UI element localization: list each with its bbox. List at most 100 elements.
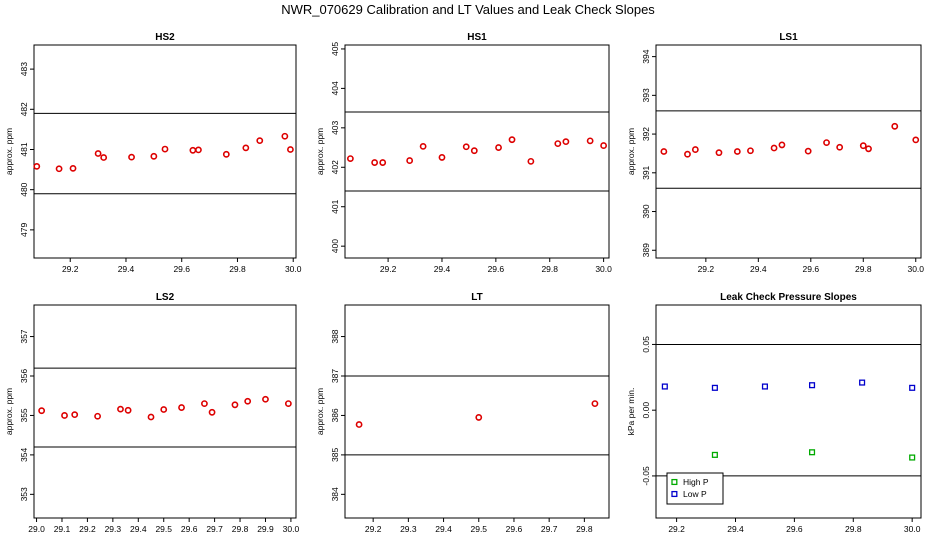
data-point [284, 400, 292, 408]
x-tick-label: 29.4 [130, 524, 147, 534]
data-point [527, 157, 535, 165]
y-tick-label: 354 [19, 448, 29, 462]
y-tick-label: 355 [19, 408, 29, 422]
x-tick-label: 30.0 [904, 524, 921, 534]
y-tick-label: 0.05 [641, 336, 651, 353]
x-tick-label: 29.2 [668, 524, 685, 534]
figure-title: NWR_070629 Calibration and LT Values and… [281, 2, 655, 17]
y-tick-label: 391 [641, 165, 651, 179]
data-point [71, 411, 79, 419]
data-point [809, 382, 816, 389]
data-point [591, 400, 599, 408]
data-point [859, 142, 867, 150]
legend-box [666, 472, 724, 505]
x-tick-label: 29.7 [206, 524, 223, 534]
data-point [38, 407, 46, 415]
panel-2: HS1 29.2 29.4 29.6 29.8 30.0 400 401 402 403 404 40… [315, 32, 612, 274]
x-tick-label: 29.6 [488, 264, 505, 274]
data-point [770, 144, 778, 152]
data-point [562, 138, 570, 146]
data-point [124, 406, 132, 414]
y-axis-label: approx. ppm [315, 388, 325, 435]
data-point [859, 379, 866, 386]
data-point [419, 142, 427, 150]
data-point [747, 147, 754, 155]
legend-label: Low P [683, 489, 707, 499]
y-tick-label: 384 [330, 487, 340, 501]
x-tick-label: 29.6 [786, 524, 803, 534]
data-point [222, 150, 230, 158]
x-tick-label: 30.0 [283, 524, 300, 534]
y-tick-label: 481 [19, 142, 29, 156]
data-point [287, 146, 294, 153]
data-point [891, 122, 899, 130]
data-point [554, 140, 562, 148]
data-point [346, 155, 354, 162]
data-point [909, 384, 916, 391]
data-point [262, 395, 269, 403]
y-tick-label: 400 [330, 239, 340, 253]
data-point [61, 412, 68, 419]
panel-title: HS2 [155, 32, 175, 43]
data-point [208, 408, 216, 416]
data-point [33, 162, 41, 170]
x-tick-label: 29.6 [181, 524, 198, 534]
y-tick-label: 403 [330, 120, 340, 134]
data-point [244, 397, 252, 405]
x-tick-label: 29.8 [576, 524, 593, 534]
data-point [711, 451, 718, 458]
x-tick-label: 29.8 [229, 264, 246, 274]
data-point [600, 142, 608, 149]
legend-marker [671, 478, 678, 486]
data-point [178, 404, 185, 411]
data-point [711, 384, 718, 391]
panel-6: Leak Check Pressure Slopes 29.2 29.4 29.6 29… [626, 292, 922, 534]
data-point [865, 145, 872, 153]
x-tick-label: 29.8 [855, 264, 872, 274]
x-tick-label: 29.0 [28, 524, 45, 534]
x-tick-label: 29.2 [698, 264, 715, 274]
data-point [160, 406, 168, 413]
y-tick-label: 480 [19, 182, 29, 196]
y-tick-label: 392 [641, 127, 651, 141]
panel-4: LS2 29.0 29.1 29.2 29.3 29.4 29.5 29.6 29.7 29.8 2… [4, 292, 299, 534]
data-point [100, 154, 108, 161]
x-tick-label: 29.6 [803, 264, 820, 274]
data-point [379, 159, 387, 166]
y-tick-label: 387 [330, 369, 340, 383]
plot-frame [33, 44, 297, 259]
data-point [256, 137, 264, 145]
y-tick-label: 0.00 [641, 402, 651, 419]
x-tick-label: 29.4 [118, 264, 135, 274]
plot-frame [655, 44, 922, 259]
data-point [809, 449, 816, 456]
x-tick-label: 29.8 [232, 524, 249, 534]
plot-frame [33, 304, 297, 519]
plot-frame [344, 44, 610, 259]
data-point [733, 148, 741, 155]
y-tick-label: 389 [641, 243, 651, 257]
y-tick-label: 402 [330, 160, 340, 174]
x-tick-label: 29.4 [435, 524, 452, 534]
data-point [69, 164, 77, 172]
x-tick-label: 29.3 [105, 524, 122, 534]
data-point [201, 400, 208, 408]
y-axis-label: approx. ppm [626, 128, 636, 175]
x-tick-label: 29.2 [365, 524, 382, 534]
data-point [406, 157, 414, 164]
legend-marker [671, 490, 678, 498]
y-tick-label: 388 [330, 329, 340, 343]
y-tick-label: 482 [19, 102, 29, 116]
x-tick-label: 29.8 [541, 264, 558, 274]
y-axis-label: kPa per min. [626, 388, 636, 436]
data-point [470, 147, 478, 155]
y-tick-label: 393 [641, 88, 651, 102]
data-point [823, 139, 830, 146]
data-point [495, 144, 502, 151]
y-axis-label: approx. ppm [4, 128, 14, 175]
x-tick-label: 29.4 [434, 264, 451, 274]
data-point [161, 145, 169, 153]
x-tick-label: 30.0 [595, 264, 612, 274]
y-axis-label: approx. ppm [4, 388, 14, 435]
